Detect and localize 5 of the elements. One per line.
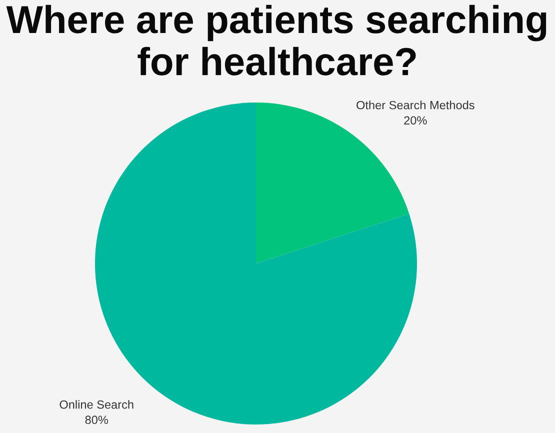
slice-label: Other Search Methods xyxy=(356,100,474,110)
slice-label: Online Search xyxy=(60,400,134,409)
data-label: 20% xyxy=(404,116,427,125)
chart-title: Where are patients searching for healthcare? xyxy=(6,4,546,76)
data-label: 80% xyxy=(85,416,108,424)
